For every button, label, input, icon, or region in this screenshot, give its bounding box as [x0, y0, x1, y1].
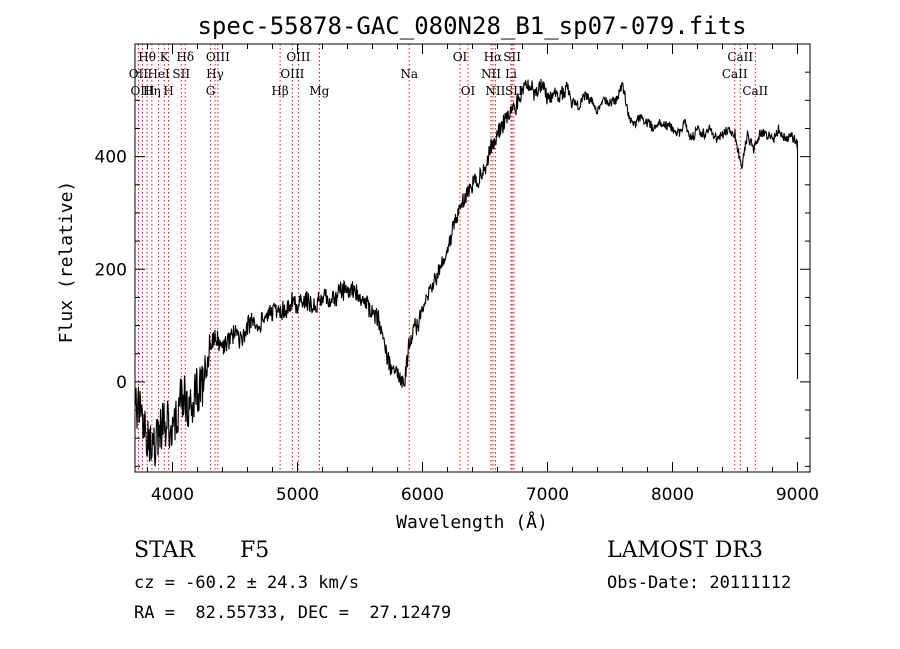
marker-label: Li: [505, 67, 517, 81]
y-tick-label: 200: [95, 260, 127, 280]
marker-label: NII: [481, 67, 501, 81]
axis-ticks: [135, 44, 810, 472]
marker-label: Hβ: [271, 84, 288, 98]
marker-label: Mg: [309, 84, 329, 98]
redshift-readout: cz = -60.2 ± 24.3 km/s: [134, 573, 360, 593]
marker-label: OIII: [286, 50, 310, 64]
marker-label: SII: [505, 84, 523, 98]
marker-label: Hη: [143, 84, 161, 98]
marker-label: Hδ: [176, 50, 194, 64]
marker-label: OI: [453, 50, 468, 64]
marker-label: Hγ: [206, 67, 224, 81]
marker-label: OIII: [206, 50, 230, 64]
marker-label: OII: [129, 67, 149, 81]
marker-label: CaII: [727, 50, 753, 64]
marker-label: NII: [485, 84, 505, 98]
x-tick-label: 4000: [151, 485, 194, 505]
survey-name: LAMOST DR3: [607, 538, 763, 563]
axis-tick-labels: 4000 5000 6000 7000 8000 9000 0 200 400: [95, 148, 820, 505]
plot-frame: [134, 43, 811, 473]
marker-label: K: [160, 50, 170, 64]
x-tick-label: 7000: [526, 485, 569, 505]
marker-label: OIII: [130, 84, 154, 98]
x-tick-label: 8000: [651, 485, 694, 505]
marker-label: Hθ: [138, 50, 156, 64]
marker-label: CaII: [722, 67, 748, 81]
x-tick-label: 5000: [276, 485, 319, 505]
y-tick-label: 0: [116, 373, 127, 393]
x-tick-label: 6000: [401, 485, 444, 505]
object-class: STAR: [134, 538, 195, 563]
marker-label: OIII: [280, 67, 304, 81]
spectral-subclass: F5: [240, 538, 270, 563]
sky-coordinates: RA = 82.55733, DEC = 27.12479: [134, 603, 452, 623]
x-axis-label: Wavelength (Å): [396, 511, 548, 533]
line-markers: [137, 44, 756, 472]
observation-date: Obs-Date: 20111112: [607, 573, 792, 593]
y-axis-label: Flux (relative): [56, 181, 77, 344]
marker-label: G: [206, 84, 216, 98]
marker-label: CaII: [742, 84, 768, 98]
chart-title: spec-55878-GAC_080N28_B1_sp07-079.fits: [197, 12, 746, 40]
y-tick-label: 400: [95, 148, 127, 168]
x-tick-label: 9000: [776, 485, 819, 505]
marker-label: HeI: [147, 67, 170, 81]
marker-label: Hα: [484, 50, 503, 64]
marker-label: OI: [461, 84, 476, 98]
marker-label: SII: [172, 67, 190, 81]
marker-label: Na: [400, 67, 418, 81]
marker-label: H: [163, 84, 173, 98]
spectrum-line: [134, 78, 799, 467]
line-marker-labels: Hθ OII OIII K Hη HeI H SII Hδ OIII Hγ G Hβ OIII OIII Mg…: [129, 50, 769, 98]
marker-label: SII: [503, 50, 521, 64]
